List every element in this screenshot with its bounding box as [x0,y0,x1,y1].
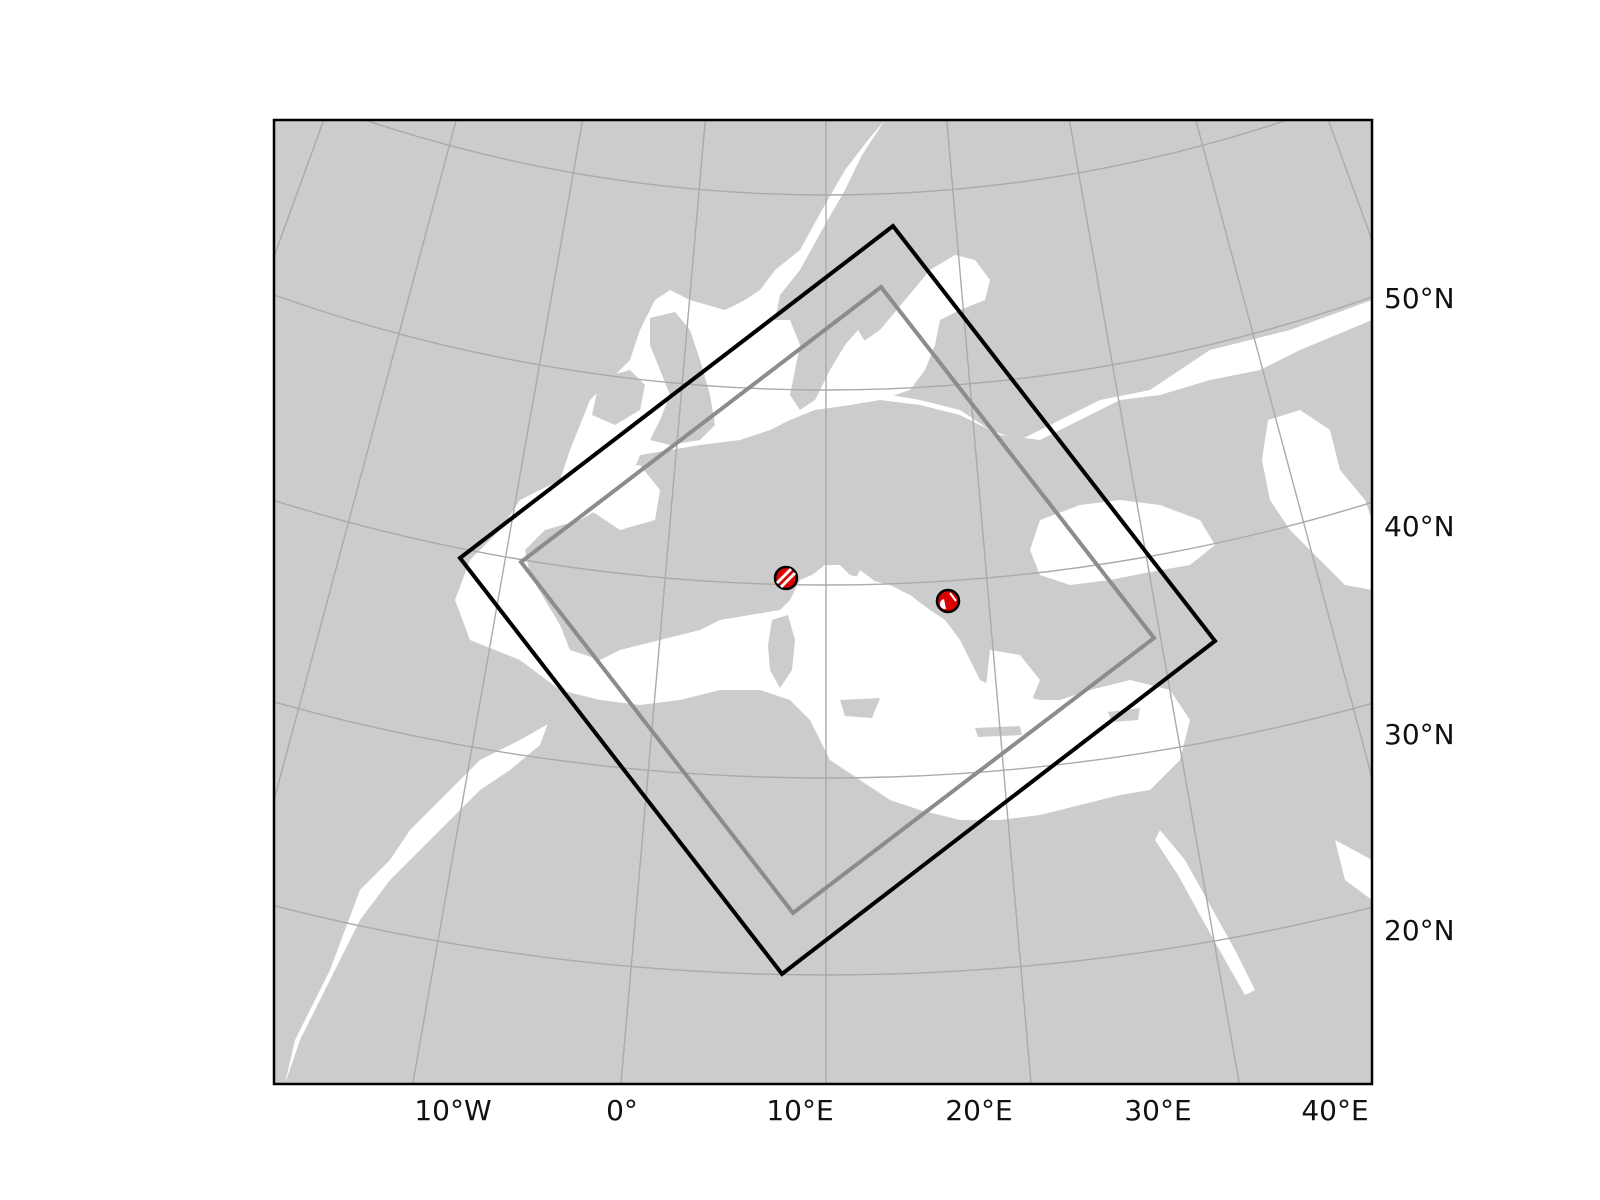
inner-domain-box [518,284,1157,916]
marker-1 [773,565,799,591]
graticule-meridian [411,120,584,1084]
lat-label: 30°N [1384,718,1455,751]
graticule-meridian [274,120,457,803]
red-sea [1155,830,1255,995]
graticule-meridian [0,0,176,992]
graticule-meridian [274,120,325,259]
lat-label: 40°N [1384,510,1455,543]
graticule-meridian [1327,120,1372,243]
landmass-crete [975,726,1022,737]
map-frame [272,118,1374,1086]
lon-label: 30°E [1124,1094,1191,1127]
water-bodies [590,255,1372,995]
lat-labels: 50°N 40°N 30°N 20°N [1384,282,1455,947]
bay-of-biscay [590,465,660,530]
graticule-meridian [0,0,277,1096]
marker-2 [935,588,961,614]
lon-label: 0° [606,1094,638,1127]
outer-domain-box [457,223,1218,977]
lon-label: 20°E [945,1094,1012,1127]
baltic-sea [845,255,990,400]
caspian-sea [1262,410,1372,590]
mediterranean-tyrrhenian [800,610,860,695]
black-sea [1030,500,1215,585]
landmass-greenland [274,120,885,1084]
lon-label: 10°E [766,1094,833,1127]
lon-label: 10°W [414,1094,491,1127]
lat-label: 20°N [1384,914,1455,947]
lon-labels: 10°W 0° 10°E 20°E 30°E 40°E [414,1094,1368,1127]
landmass-ireland [592,370,645,425]
landmass-iceland [570,150,640,196]
graticule-meridian [1476,0,1600,992]
landmass-sicily [840,698,880,718]
lon-label: 40°E [1301,1094,1368,1127]
north-sea [705,320,800,425]
graticule-meridian [946,120,1032,1084]
aegean-sea [985,650,1040,712]
graticule-meridian [620,120,706,1084]
landmass-north-islands [370,120,420,135]
graticule-meridian [1068,120,1241,1084]
lat-label: 50°N [1384,282,1455,315]
persian-gulf [1335,840,1372,900]
landmass-corsica-sardinia [768,615,795,688]
adriatic-sea [855,570,945,655]
graticule-meridian [1195,120,1372,781]
station-marker-icon [773,565,799,591]
